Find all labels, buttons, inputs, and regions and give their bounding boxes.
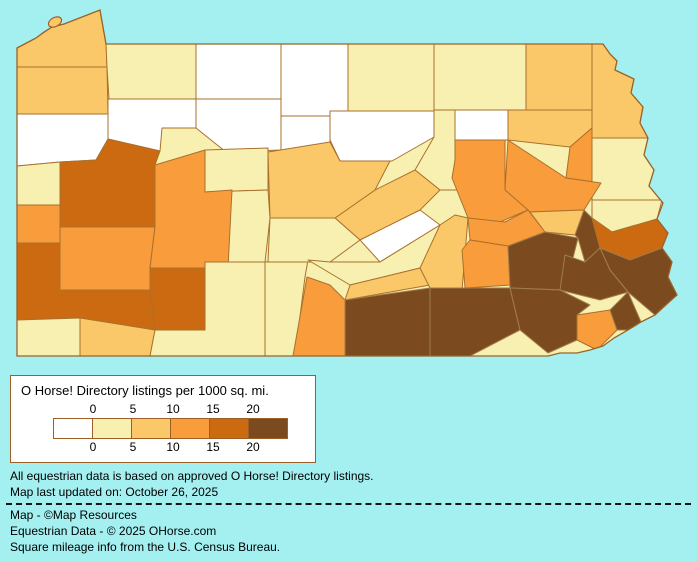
county-region-r23 [204,147,269,193]
legend-ticks-bottom: 0 5 10 15 20 [53,440,295,454]
tick-label: 5 [129,402,137,416]
county-region-r28 [17,161,61,206]
legend-ticks-top: 0 5 10 15 20 [53,402,295,416]
map-credit: Map - ©Map Resources [10,508,137,522]
county-region-r45 [461,239,511,289]
county-region-r51 [559,247,629,301]
tick-label: 20 [246,402,260,416]
presque-isle-peninsula [47,16,63,28]
county-region-r26 [59,226,156,291]
tick-label: 0 [89,440,97,454]
last-updated-note: Map last updated on: October 26, 2025 [10,485,219,499]
dashed-separator [6,503,691,505]
census-credit: Square mileage info from the U.S. Census… [10,540,281,554]
legend-swatch-2 [131,418,171,439]
legend-title: O Horse! Directory listings per 1000 sq.… [21,383,269,398]
tick-label: 15 [206,402,220,416]
county-region-r2 [17,66,109,115]
county-region-r33 [79,317,156,356]
county-region-r19 [591,137,663,201]
tick-label: 20 [246,440,260,454]
tick-label: 15 [206,440,220,454]
county-region-r32 [17,317,81,356]
legend-swatch-1 [92,418,132,439]
data-source-note: All equestrian data is based on approved… [10,469,374,483]
county-region-r31 [149,267,206,331]
county-region-r3 [105,43,197,100]
tick-label: 10 [166,440,180,454]
county-region-r6 [347,43,435,112]
county-region-r10 [17,113,109,167]
county-region-r9 [591,43,649,139]
legend-color-ramp [53,418,288,439]
pennsylvania-county-choropleth-map [16,9,678,357]
county-region-r29 [17,204,61,244]
county-region-r7 [433,43,527,111]
county-regions [17,10,677,356]
county-region-r5 [280,43,349,117]
tick-label: 10 [166,402,180,416]
county-region-r4 [195,43,282,100]
county-region-r1 [17,10,108,68]
tick-label: 0 [89,402,97,416]
legend-box: O Horse! Directory listings per 1000 sq.… [10,375,316,463]
county-region-r53 [344,287,431,356]
county-region-r42 [267,141,391,219]
legend-swatch-3 [170,418,210,439]
tick-label: 5 [129,440,137,454]
county-region-r8 [525,43,593,111]
county-region-r27 [149,149,233,269]
legend-swatch-0 [53,418,93,439]
legend-swatch-5 [248,418,288,439]
county-region-r16 [454,109,509,141]
legend-swatch-4 [209,418,249,439]
county-region-r55 [576,309,618,351]
data-credit: Equestrian Data - © 2025 OHorse.com [10,524,217,538]
